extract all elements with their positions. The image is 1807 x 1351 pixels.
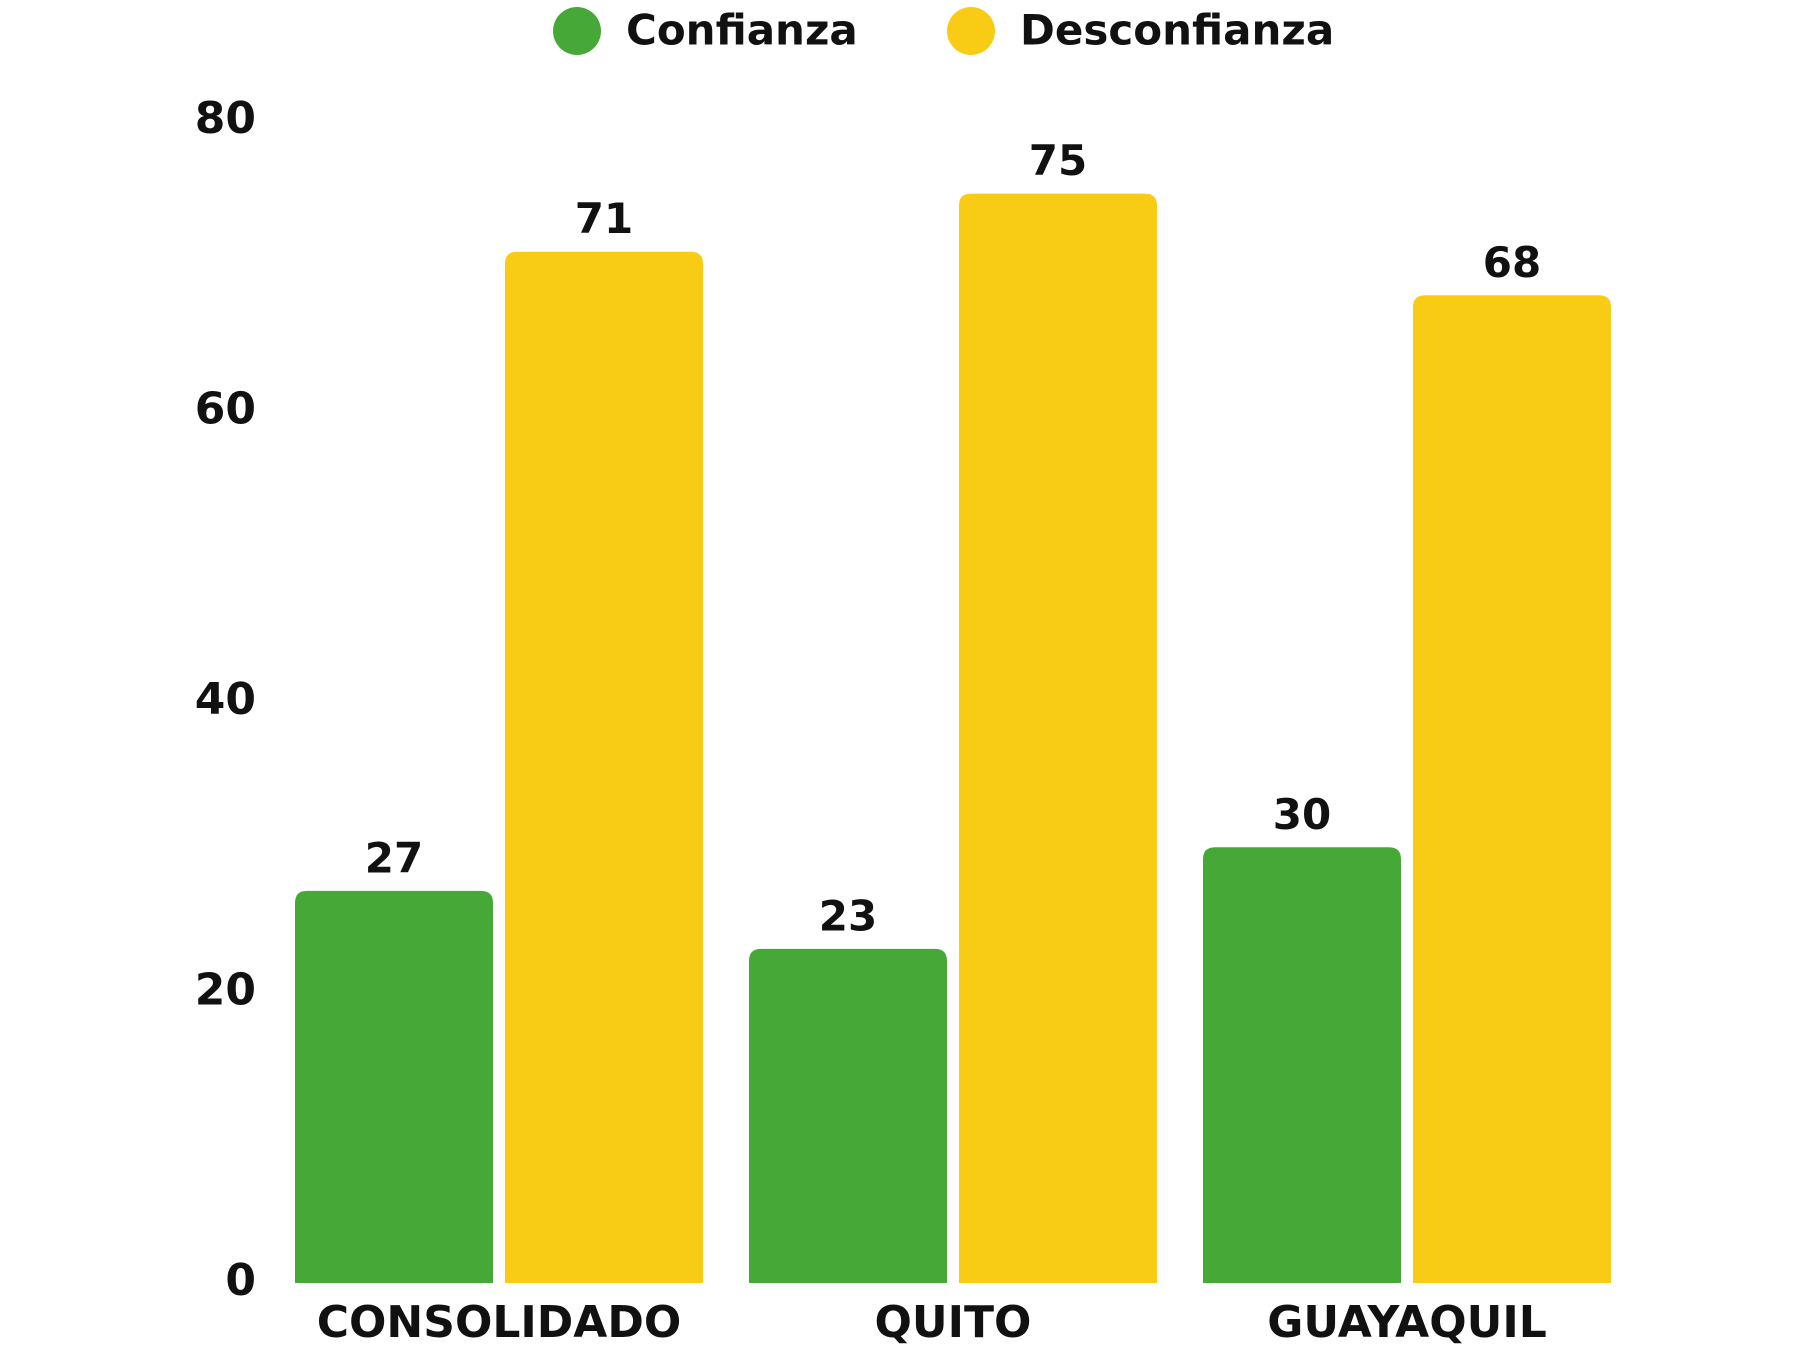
bar (505, 251, 703, 1284)
y-tick-label: 0 (225, 1255, 256, 1306)
value-label: 30 (1273, 790, 1331, 839)
legend-swatch (947, 7, 995, 55)
y-tick-label: 20 (195, 965, 256, 1016)
y-tick-label: 40 (195, 674, 256, 725)
legend-label: Confianza (626, 6, 858, 55)
x-tick-label: GUAYAQUIL (1267, 1297, 1547, 1348)
x-tick-label: CONSOLIDADO (317, 1297, 682, 1348)
legend-label: Desconfianza (1020, 6, 1334, 55)
value-label: 68 (1483, 238, 1541, 287)
value-label: 71 (575, 194, 633, 243)
value-label: 23 (819, 891, 877, 940)
y-tick-label: 60 (195, 384, 256, 435)
bar (959, 193, 1157, 1283)
value-label: 75 (1029, 136, 1087, 185)
legend-swatch (553, 7, 601, 55)
value-label: 27 (365, 833, 423, 882)
bar (749, 948, 947, 1283)
x-tick-label: QUITO (875, 1297, 1032, 1348)
bar (1413, 295, 1611, 1283)
y-tick-label: 80 (195, 93, 256, 144)
bar (1203, 847, 1401, 1283)
bar (295, 890, 493, 1283)
